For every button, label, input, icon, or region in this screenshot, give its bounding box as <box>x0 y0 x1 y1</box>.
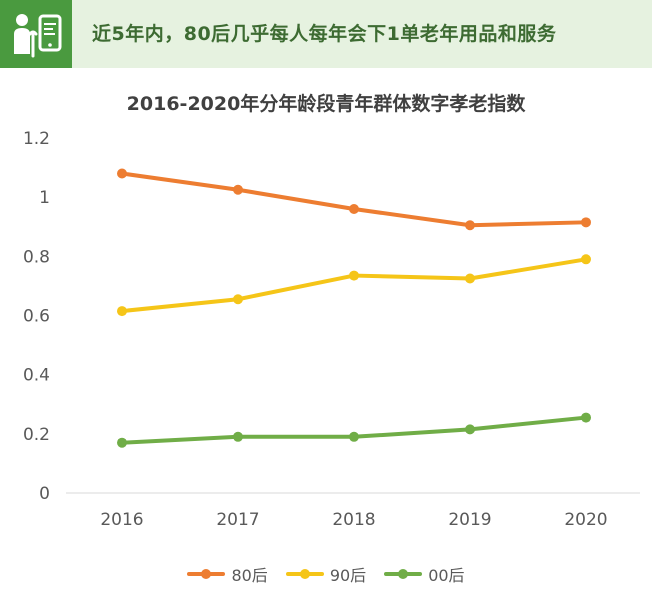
data-point <box>349 270 359 281</box>
legend-item: 00后 <box>384 562 465 586</box>
series-line <box>120 257 588 314</box>
chart-legend: 80后 90后 00后 <box>0 562 652 586</box>
y-tick-label: 0.6 <box>23 307 50 327</box>
header-banner: 近5年内，80后几乎每人每年会下1单老年用品和服务 <box>0 0 652 68</box>
chart-title: 2016-2020年分年龄段青年群体数字孝老指数 <box>126 93 526 115</box>
data-point <box>465 424 475 435</box>
legend-label: 80后 <box>231 566 268 585</box>
x-tick-label: 2020 <box>564 510 607 530</box>
data-point <box>117 437 127 448</box>
data-point <box>117 306 127 317</box>
data-point <box>233 294 243 305</box>
y-tick-label: 0.8 <box>23 247 50 267</box>
data-point <box>233 431 243 442</box>
legend-swatch <box>285 569 324 579</box>
data-point <box>581 412 591 423</box>
data-point <box>465 273 475 284</box>
legend-item: 90后 <box>285 562 367 586</box>
y-tick-label: 0 <box>39 484 50 504</box>
y-tick-label: 0.2 <box>23 425 50 445</box>
x-tick-label: 2018 <box>332 510 375 530</box>
data-point <box>233 184 243 195</box>
y-tick-label: 1.2 <box>23 129 50 149</box>
legend-item: 80后 <box>187 562 268 586</box>
y-tick-label: 1 <box>39 188 50 208</box>
series-line <box>120 171 588 228</box>
legend-swatch <box>187 569 226 579</box>
x-tick-label: 2017 <box>216 510 259 530</box>
y-tick-label: 0.4 <box>23 366 50 386</box>
x-tick-label: 2019 <box>448 510 491 530</box>
data-point <box>117 168 127 179</box>
x-tick-label: 2016 <box>100 510 143 530</box>
data-point <box>581 254 591 265</box>
data-point <box>465 220 475 231</box>
elderly-care-icon <box>0 0 72 68</box>
legend-label: 00后 <box>428 566 465 585</box>
banner-headline: 近5年内，80后几乎每人每年会下1单老年用品和服务 <box>92 23 557 45</box>
legend-swatch <box>384 569 423 579</box>
data-point <box>581 217 591 228</box>
data-point <box>349 431 359 442</box>
data-point <box>349 204 359 214</box>
legend-label: 90后 <box>329 566 367 585</box>
